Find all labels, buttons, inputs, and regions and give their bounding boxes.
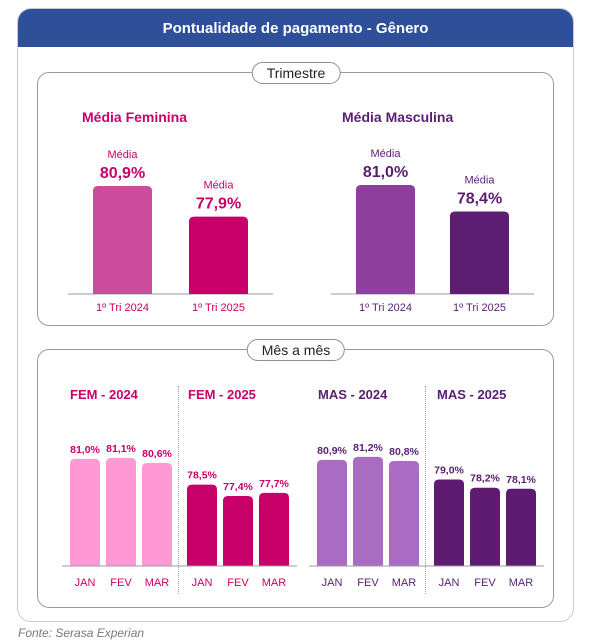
male-average-title: Média Masculina [342, 109, 453, 125]
mas-2025-value-label-1: 78,2% [470, 473, 500, 485]
male-bar-caption-0: Média [371, 148, 402, 160]
fem-2025-bar-1 [223, 495, 253, 566]
female-bar-1 [189, 216, 248, 294]
fem-2024-value-label-0: 81,0% [70, 444, 100, 456]
fem-2024-month-label-2: MAR [145, 577, 170, 589]
female-category-label-0: 1º Tri 2024 [96, 302, 149, 314]
male-bar-caption-1: Média [465, 175, 496, 187]
fem-2025-title: FEM - 2025 [188, 387, 256, 402]
fem-2024-value-label-1: 81,1% [106, 443, 136, 455]
female-value-label-1: 77,9% [196, 196, 241, 213]
mas-2024-month-label-1: FEV [357, 577, 379, 589]
report-header: Pontualidade de pagamento - Gênero [18, 9, 573, 47]
mas-2025-bar-0 [434, 479, 464, 566]
mas-2024-title: MAS - 2024 [318, 387, 388, 402]
female-bar-0 [93, 186, 152, 294]
male-bar-1 [450, 211, 509, 294]
mas-2025-value-label-2: 78,1% [506, 474, 536, 486]
mas-2024-bar-0 [317, 459, 347, 566]
female-value-label-0: 80,9% [100, 165, 145, 182]
mas-2025-month-label-1: FEV [474, 577, 496, 589]
fem-2025-month-label-2: MAR [262, 577, 287, 589]
female-category-label-1: 1º Tri 2025 [192, 302, 245, 314]
female-bar-caption-0: Média [108, 149, 139, 161]
mas-2025-month-label-2: MAR [509, 577, 534, 589]
mas-2025-value-label-0: 79,0% [434, 464, 464, 476]
monthly-section-label: Mês a mês [246, 339, 346, 361]
fem-2024-value-label-2: 80,6% [142, 448, 172, 460]
male-bar-0 [356, 184, 415, 294]
fem-2025-bar-2 [259, 492, 289, 566]
mas-2025-bar-1 [470, 487, 500, 566]
fem-2024-bar-1 [106, 457, 136, 566]
fem-2024-month-label-0: JAN [75, 577, 96, 589]
fem-2024-bar-0 [70, 458, 100, 566]
male-category-label-0: 1º Tri 2024 [359, 302, 412, 314]
mas-2024-bar-2 [389, 460, 419, 566]
female-average-title: Média Feminina [82, 109, 187, 125]
male-category-label-1: 1º Tri 2025 [453, 302, 506, 314]
fem-year-divider [178, 386, 179, 594]
mas-2024-value-label-0: 80,9% [317, 445, 347, 457]
female-bar-caption-1: Média [204, 180, 235, 192]
mas-2025-month-label-0: JAN [439, 577, 460, 589]
mas-2025-title: MAS - 2025 [437, 387, 506, 402]
report-title: Pontualidade de pagamento - Gênero [162, 19, 429, 37]
fem-2025-month-label-0: JAN [192, 577, 213, 589]
male-value-label-0: 81,0% [363, 164, 408, 181]
source-note: Fonte: Serasa Experian [18, 626, 145, 640]
fem-2025-bar-0 [187, 484, 217, 566]
quarter-section-label: Trimestre [251, 62, 341, 84]
fem-2024-title: FEM - 2024 [70, 387, 139, 402]
mas-2024-month-label-2: MAR [392, 577, 417, 589]
mas-2024-value-label-1: 81,2% [353, 442, 383, 454]
fem-2025-month-label-1: FEV [227, 577, 249, 589]
fem-2024-bar-2 [142, 463, 172, 566]
mas-2024-value-label-2: 80,8% [389, 446, 419, 458]
mas-2025-bar-2 [506, 488, 536, 566]
mas-2024-month-label-0: JAN [322, 577, 343, 589]
fem-2025-value-label-0: 78,5% [187, 470, 217, 482]
fem-2025-value-label-2: 77,7% [259, 478, 289, 490]
mas-2024-bar-1 [353, 456, 383, 566]
fem-2024-month-label-1: FEV [110, 577, 132, 589]
male-value-label-1: 78,4% [457, 191, 502, 208]
mas-year-divider [425, 386, 426, 594]
fem-2025-value-label-1: 77,4% [223, 481, 253, 493]
